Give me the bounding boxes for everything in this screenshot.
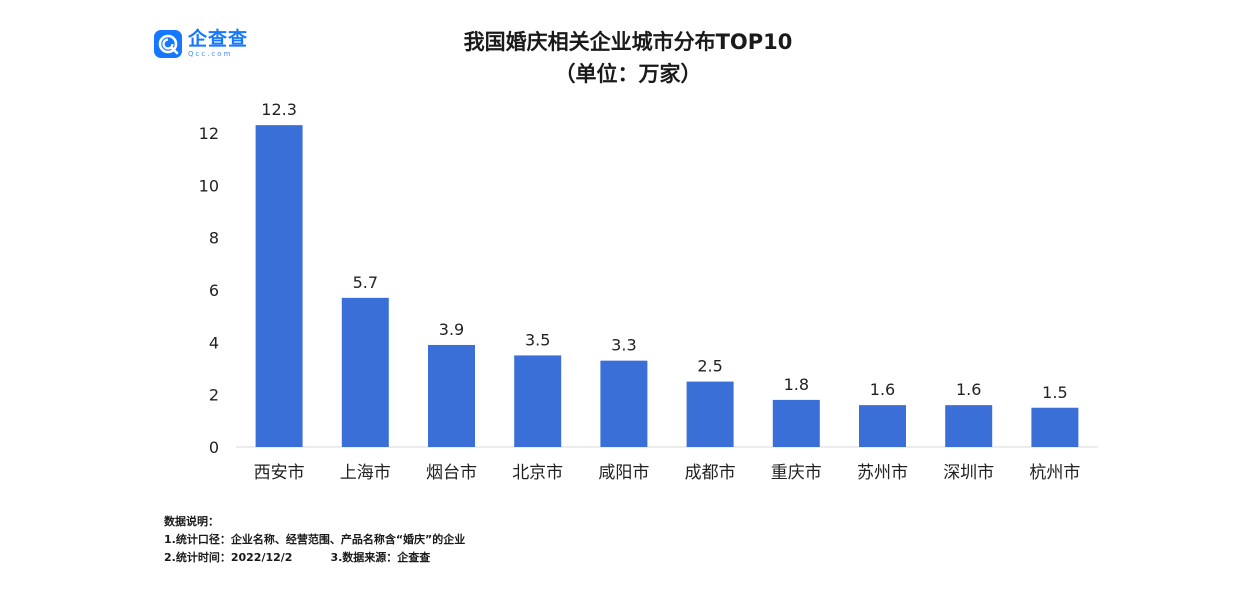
bar bbox=[772, 399, 820, 447]
notes-line-scope: 1.统计口径：企业名称、经营范围、产品名称含“婚庆”的企业 bbox=[164, 533, 466, 546]
x-category-label: 重庆市 bbox=[771, 463, 822, 483]
x-category-label: 杭州市 bbox=[1029, 463, 1080, 483]
bar bbox=[686, 381, 734, 447]
brand-logo: 企查查 Qcc.com bbox=[154, 30, 248, 58]
chart-subtitle: （单位：万家） bbox=[554, 62, 702, 86]
bar-value-label: 1.6 bbox=[870, 380, 895, 399]
brand-domain: Qcc.com bbox=[188, 50, 233, 58]
y-tick-label: 2 bbox=[209, 386, 219, 405]
y-tick-label: 10 bbox=[199, 176, 219, 195]
y-tick-label: 4 bbox=[209, 333, 219, 352]
y-tick-label: 12 bbox=[199, 124, 219, 143]
bar bbox=[255, 125, 303, 448]
brand-name: 企查查 bbox=[188, 28, 249, 50]
bar-value-label: 2.5 bbox=[697, 357, 722, 376]
notes-line-time-source: 2.统计时间：2022/12/2 3.数据来源：企查查 bbox=[164, 549, 465, 567]
bar-value-label: 1.5 bbox=[1042, 383, 1067, 402]
bar-value-label: 1.6 bbox=[956, 380, 981, 399]
notes-heading: 数据说明： bbox=[164, 515, 219, 528]
bar bbox=[859, 405, 906, 447]
x-category-label: 苏州市 bbox=[857, 463, 908, 483]
bar-value-label: 3.5 bbox=[525, 330, 550, 349]
bar bbox=[341, 297, 389, 447]
x-category-label: 烟台市 bbox=[426, 463, 477, 483]
bar bbox=[428, 344, 475, 447]
x-category-label: 北京市 bbox=[512, 463, 563, 483]
y-tick-label: 6 bbox=[209, 281, 219, 300]
y-tick-label: 8 bbox=[209, 229, 219, 248]
data-notes: 数据说明： 1.统计口径：企业名称、经营范围、产品名称含“婚庆”的企业 2.统计… bbox=[164, 513, 465, 567]
bar bbox=[945, 405, 993, 447]
x-category-label: 上海市 bbox=[340, 463, 391, 483]
bar-value-label: 12.3 bbox=[261, 100, 297, 119]
x-category-label: 西安市 bbox=[254, 463, 305, 483]
notes-time: 2.统计时间：2022/12/2 bbox=[164, 551, 293, 564]
bar bbox=[1031, 407, 1079, 447]
y-tick-label: 0 bbox=[209, 438, 219, 457]
bar bbox=[600, 360, 648, 447]
bar-value-label: 5.7 bbox=[353, 273, 378, 292]
bar-value-label: 3.9 bbox=[439, 320, 464, 339]
x-category-label: 成都市 bbox=[685, 463, 736, 483]
x-category-label: 咸阳市 bbox=[598, 463, 649, 483]
bar-value-label: 1.8 bbox=[784, 375, 809, 394]
bar-chart: 0 2 4 6 8 10 12 12.3 西安市 5.7 上海市 3.9 烟台市 3.5 北京市 3.3 咸阳市… bbox=[199, 100, 1098, 483]
x-category-label: 深圳市 bbox=[943, 463, 994, 483]
bar bbox=[514, 355, 562, 447]
qcc-logo-icon bbox=[154, 30, 182, 58]
notes-source: 3.数据来源：企查查 bbox=[330, 551, 431, 564]
chart-title: 我国婚庆相关企业城市分布TOP10 bbox=[463, 30, 793, 54]
bar-value-label: 3.3 bbox=[611, 336, 636, 355]
